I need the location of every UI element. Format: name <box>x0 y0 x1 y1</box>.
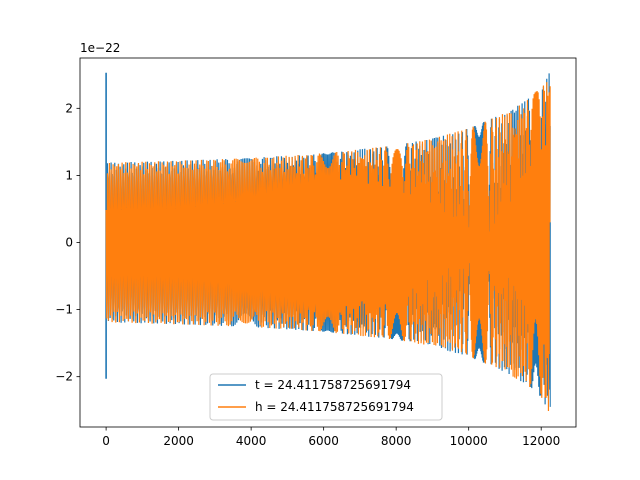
y-tick-label: 2 <box>65 101 73 115</box>
x-tick-label: 8000 <box>381 434 412 448</box>
x-tick-label: 10000 <box>450 434 488 448</box>
x-tick-label: 6000 <box>308 434 339 448</box>
y-tick-label: −2 <box>55 370 73 384</box>
x-tick-label: 2000 <box>163 434 194 448</box>
legend-box <box>209 373 443 421</box>
y-axis-ticks: −2 −1 0 1 2 <box>55 101 80 384</box>
legend-label-h: h = 24.411758725691794 <box>255 400 414 414</box>
series-h-line <box>105 82 551 412</box>
legend-label-t: t = 24.411758725691794 <box>255 378 411 392</box>
x-tick-label: 0 <box>102 434 110 448</box>
y-tick-label: 0 <box>65 236 73 250</box>
y-axis-offset-text: 1e−22 <box>80 41 120 55</box>
legend: t = 24.411758725691794 h = 24.4117587256… <box>209 373 443 421</box>
x-tick-label: 4000 <box>236 434 267 448</box>
series-layer <box>105 72 551 412</box>
x-tick-label: 12000 <box>522 434 560 448</box>
y-tick-label: 1 <box>65 168 73 182</box>
y-tick-label: −1 <box>55 303 73 317</box>
x-axis-ticks: 0 2000 4000 6000 8000 10000 12000 <box>102 427 560 448</box>
